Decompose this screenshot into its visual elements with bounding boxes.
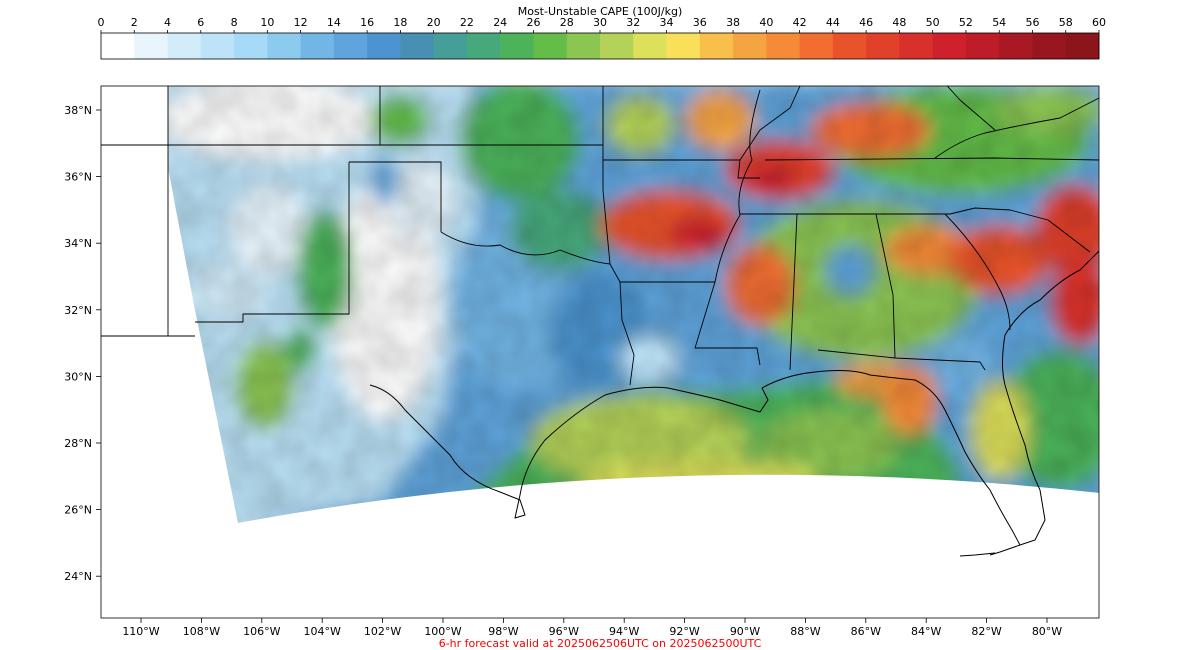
colorbar-bin	[300, 33, 335, 59]
colorbar-tick-label: 42	[793, 16, 807, 29]
colorbar-bin	[234, 33, 268, 59]
latitude-label: 34°N	[64, 237, 92, 250]
forecast-caption: 6-hr forecast valid at 2025062506UTC on …	[439, 637, 762, 650]
colorbar-frame	[100, 32, 1100, 60]
colorbar-bin	[766, 33, 800, 59]
colorbar-tick-label: 10	[260, 16, 274, 29]
colorbar-bin	[134, 33, 168, 59]
longitude-label: 110°W	[122, 625, 159, 638]
cape-field	[168, 86, 1099, 523]
longitude-label: 98°W	[488, 625, 518, 638]
colorbar-bin	[101, 33, 135, 59]
colorbar-tick-label: 20	[427, 16, 441, 29]
colorbar-bin	[367, 33, 401, 59]
longitude-label: 84°W	[911, 625, 941, 638]
colorbar-bin	[533, 33, 568, 59]
coastline	[369, 250, 1099, 557]
longitude-label: 92°W	[669, 625, 699, 638]
latitude-label: 30°N	[64, 370, 92, 383]
colorbar-bin	[999, 33, 1033, 59]
longitude-label: 108°W	[183, 625, 220, 638]
colorbar-tick-label: 8	[231, 16, 238, 29]
colorbar-tick-label: 34	[660, 16, 674, 29]
colorbar-tick-label: 36	[693, 16, 707, 29]
longitude-label: 86°W	[851, 625, 881, 638]
colorbar-bin	[200, 33, 235, 59]
colorbar-bin	[699, 33, 734, 59]
colorbar-bin	[167, 33, 202, 59]
colorbar-tick-label: 2	[131, 16, 138, 29]
colorbar-tick-label: 32	[626, 16, 640, 29]
colorbar-bin	[333, 33, 368, 59]
colorbar-bin	[965, 33, 1000, 59]
colorbar-tick-label: 14	[327, 16, 341, 29]
colorbar-bin	[433, 33, 468, 59]
longitude-label: 106°W	[243, 625, 280, 638]
colorbar-tick-label: 50	[926, 16, 940, 29]
colorbar-bin	[799, 33, 834, 59]
colorbar-tick-labels: 0 2 4 6 8 10 12 14 16 18 20 22 24 26 28 30 32 34 36 38 40 42 4…	[98, 16, 1106, 33]
longitude-label: 94°W	[609, 625, 639, 638]
colorbar-tick-label: 26	[526, 16, 540, 29]
colorbar-tick-label: 4	[164, 16, 171, 29]
colorbar-bin	[600, 33, 634, 59]
colorbar-bin	[466, 33, 501, 59]
colorbar-bin	[267, 33, 301, 59]
colorbar-bin	[633, 33, 667, 59]
latitude-label: 32°N	[64, 304, 92, 317]
colorbar-bin	[500, 33, 534, 59]
longitude-labels: 110°W 108°W 106°W 104°W 102°W 100°W 98°W 96°W 94…	[122, 618, 1062, 638]
colorbar-bins	[101, 33, 1100, 59]
colorbar-bin	[932, 33, 967, 59]
colorbar-bin	[400, 33, 435, 59]
colorbar-tick-label: 16	[360, 16, 374, 29]
colorbar-tick-label: 24	[493, 16, 507, 29]
colorbar-tick-label: 46	[859, 16, 873, 29]
colorbar-title: Most-Unstable CAPE (100J/kg)	[518, 5, 683, 18]
colorbar-bin	[733, 33, 767, 59]
colorbar-bin	[832, 33, 867, 59]
state-boundaries	[101, 86, 1099, 386]
longitude-label: 100°W	[424, 625, 461, 638]
colorbar-tick-label: 48	[892, 16, 906, 29]
longitude-label: 80°W	[1032, 625, 1062, 638]
longitude-label: 88°W	[790, 625, 820, 638]
colorbar-tick-label: 0	[98, 16, 105, 29]
colorbar-bin	[1065, 33, 1100, 59]
colorbar-tick-label: 54	[992, 16, 1006, 29]
colorbar-tick-label: 40	[759, 16, 773, 29]
latitude-labels: 38°N 36°N 34°N 32°N 30°N 28°N 26°N 24°N	[64, 104, 101, 583]
colorbar-bin	[1032, 33, 1067, 59]
colorbar-tick-label: 22	[460, 16, 474, 29]
colorbar-bin	[899, 33, 934, 59]
colorbar-tick-label: 12	[294, 16, 308, 29]
latitude-label: 28°N	[64, 437, 92, 450]
colorbar-bin	[666, 33, 701, 59]
longitude-label: 90°W	[730, 625, 760, 638]
colorbar-tick-label: 58	[1059, 16, 1073, 29]
longitude-label: 82°W	[971, 625, 1001, 638]
latitude-label: 26°N	[64, 504, 92, 517]
colorbar-tick-label: 56	[1025, 16, 1039, 29]
longitude-label: 96°W	[549, 625, 579, 638]
colorbar-bin	[566, 33, 601, 59]
colorbar-tick-label: 30	[593, 16, 607, 29]
colorbar-tick-label: 44	[826, 16, 840, 29]
latitude-label: 38°N	[64, 104, 92, 117]
longitude-label: 102°W	[364, 625, 401, 638]
colorbar-bin	[866, 33, 900, 59]
colorbar-tick-label: 6	[197, 16, 204, 29]
latitude-label: 24°N	[64, 570, 92, 583]
map-frame	[100, 85, 1100, 619]
colorbar-tick-label: 60	[1092, 16, 1106, 29]
colorbar-tick-label: 18	[393, 16, 407, 29]
latitude-label: 36°N	[64, 171, 92, 184]
longitude-label: 104°W	[304, 625, 341, 638]
colorbar-tick-label: 28	[560, 16, 574, 29]
colorbar-tick-label: 52	[959, 16, 973, 29]
colorbar-tick-label: 38	[726, 16, 740, 29]
